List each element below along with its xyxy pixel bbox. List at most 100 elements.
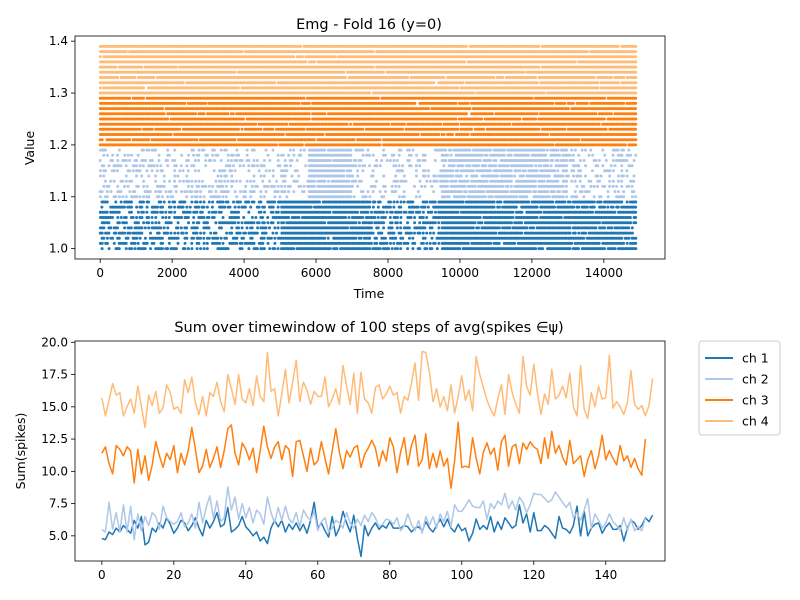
data-point [130,247,134,251]
data-point [613,210,617,214]
data-point [564,184,568,188]
data-point [613,190,617,194]
data-point [497,241,501,245]
data-point [416,190,420,194]
data-point [573,179,577,183]
data-point [634,247,638,251]
data-point [580,190,584,194]
data-point [525,226,529,230]
data-point [349,195,353,199]
data-point [351,174,355,178]
data-point [161,210,164,214]
data-point [162,200,166,204]
data-point [502,148,506,152]
data-point [143,236,147,240]
data-point [454,179,458,183]
data-point [423,236,427,240]
data-point [112,241,116,245]
data-point [402,200,406,204]
data-point [105,210,109,214]
data-point [295,179,299,183]
data-point [492,200,496,204]
data-point [468,148,472,152]
data-point [159,226,163,230]
data-point [299,184,303,188]
data-point [587,153,591,157]
data-point [243,205,247,209]
data-point [230,231,234,235]
data-point [226,247,230,251]
data-point [123,184,127,188]
data-point [280,184,284,188]
data-point [371,205,375,209]
data-point [397,153,401,157]
data-point [558,153,562,157]
data-point [197,205,201,209]
data-point [183,200,187,204]
data-point [375,236,378,240]
data-point [480,153,484,157]
data-point [179,164,183,168]
data-point [185,205,189,209]
data-point [571,159,575,162]
data-point [428,179,432,183]
data-point [230,169,234,173]
data-point [376,205,380,209]
data-point [190,200,194,204]
data-point [608,179,612,183]
data-point [434,210,437,214]
data-point [114,200,118,204]
data-point [523,169,527,173]
data-point [428,231,432,235]
data-point [418,231,422,235]
data-point [159,164,163,168]
data-point [414,164,418,168]
data-point [135,159,139,162]
data-point [565,179,569,183]
data-point [124,195,128,199]
data-point [546,148,549,152]
data-point [126,236,130,240]
data-point [584,174,587,178]
data-point [107,247,111,251]
data-point [489,241,493,245]
data-point [634,133,638,136]
data-point [383,236,387,240]
data-point [342,169,346,173]
data-point [632,159,636,162]
data-point [244,190,247,194]
data-point [368,200,372,204]
data-point [556,179,560,183]
data-point [145,169,149,173]
data-point [247,159,251,162]
data-point [261,241,265,245]
data-point [608,184,612,188]
data-point [262,236,266,240]
data-point [176,241,180,245]
data-point [389,200,392,204]
data-point [185,174,189,178]
data-point [371,174,375,178]
data-point [384,190,387,194]
data-point [552,190,556,194]
data-point [490,195,494,199]
data-point [622,241,626,245]
data-point [225,174,228,178]
data-point [577,247,580,251]
data-point [597,159,601,162]
data-point [216,236,220,240]
data-point [178,127,182,131]
data-point [175,164,178,168]
data-point [570,148,574,152]
data-point [202,236,206,240]
data-point [219,236,223,240]
data-point [527,153,530,157]
data-point [119,216,123,219]
data-point [242,164,246,168]
data-point [546,164,550,168]
data-point [128,190,132,194]
data-point [232,200,235,204]
data-point [197,159,201,162]
data-point [599,195,603,199]
data-point [116,226,119,230]
